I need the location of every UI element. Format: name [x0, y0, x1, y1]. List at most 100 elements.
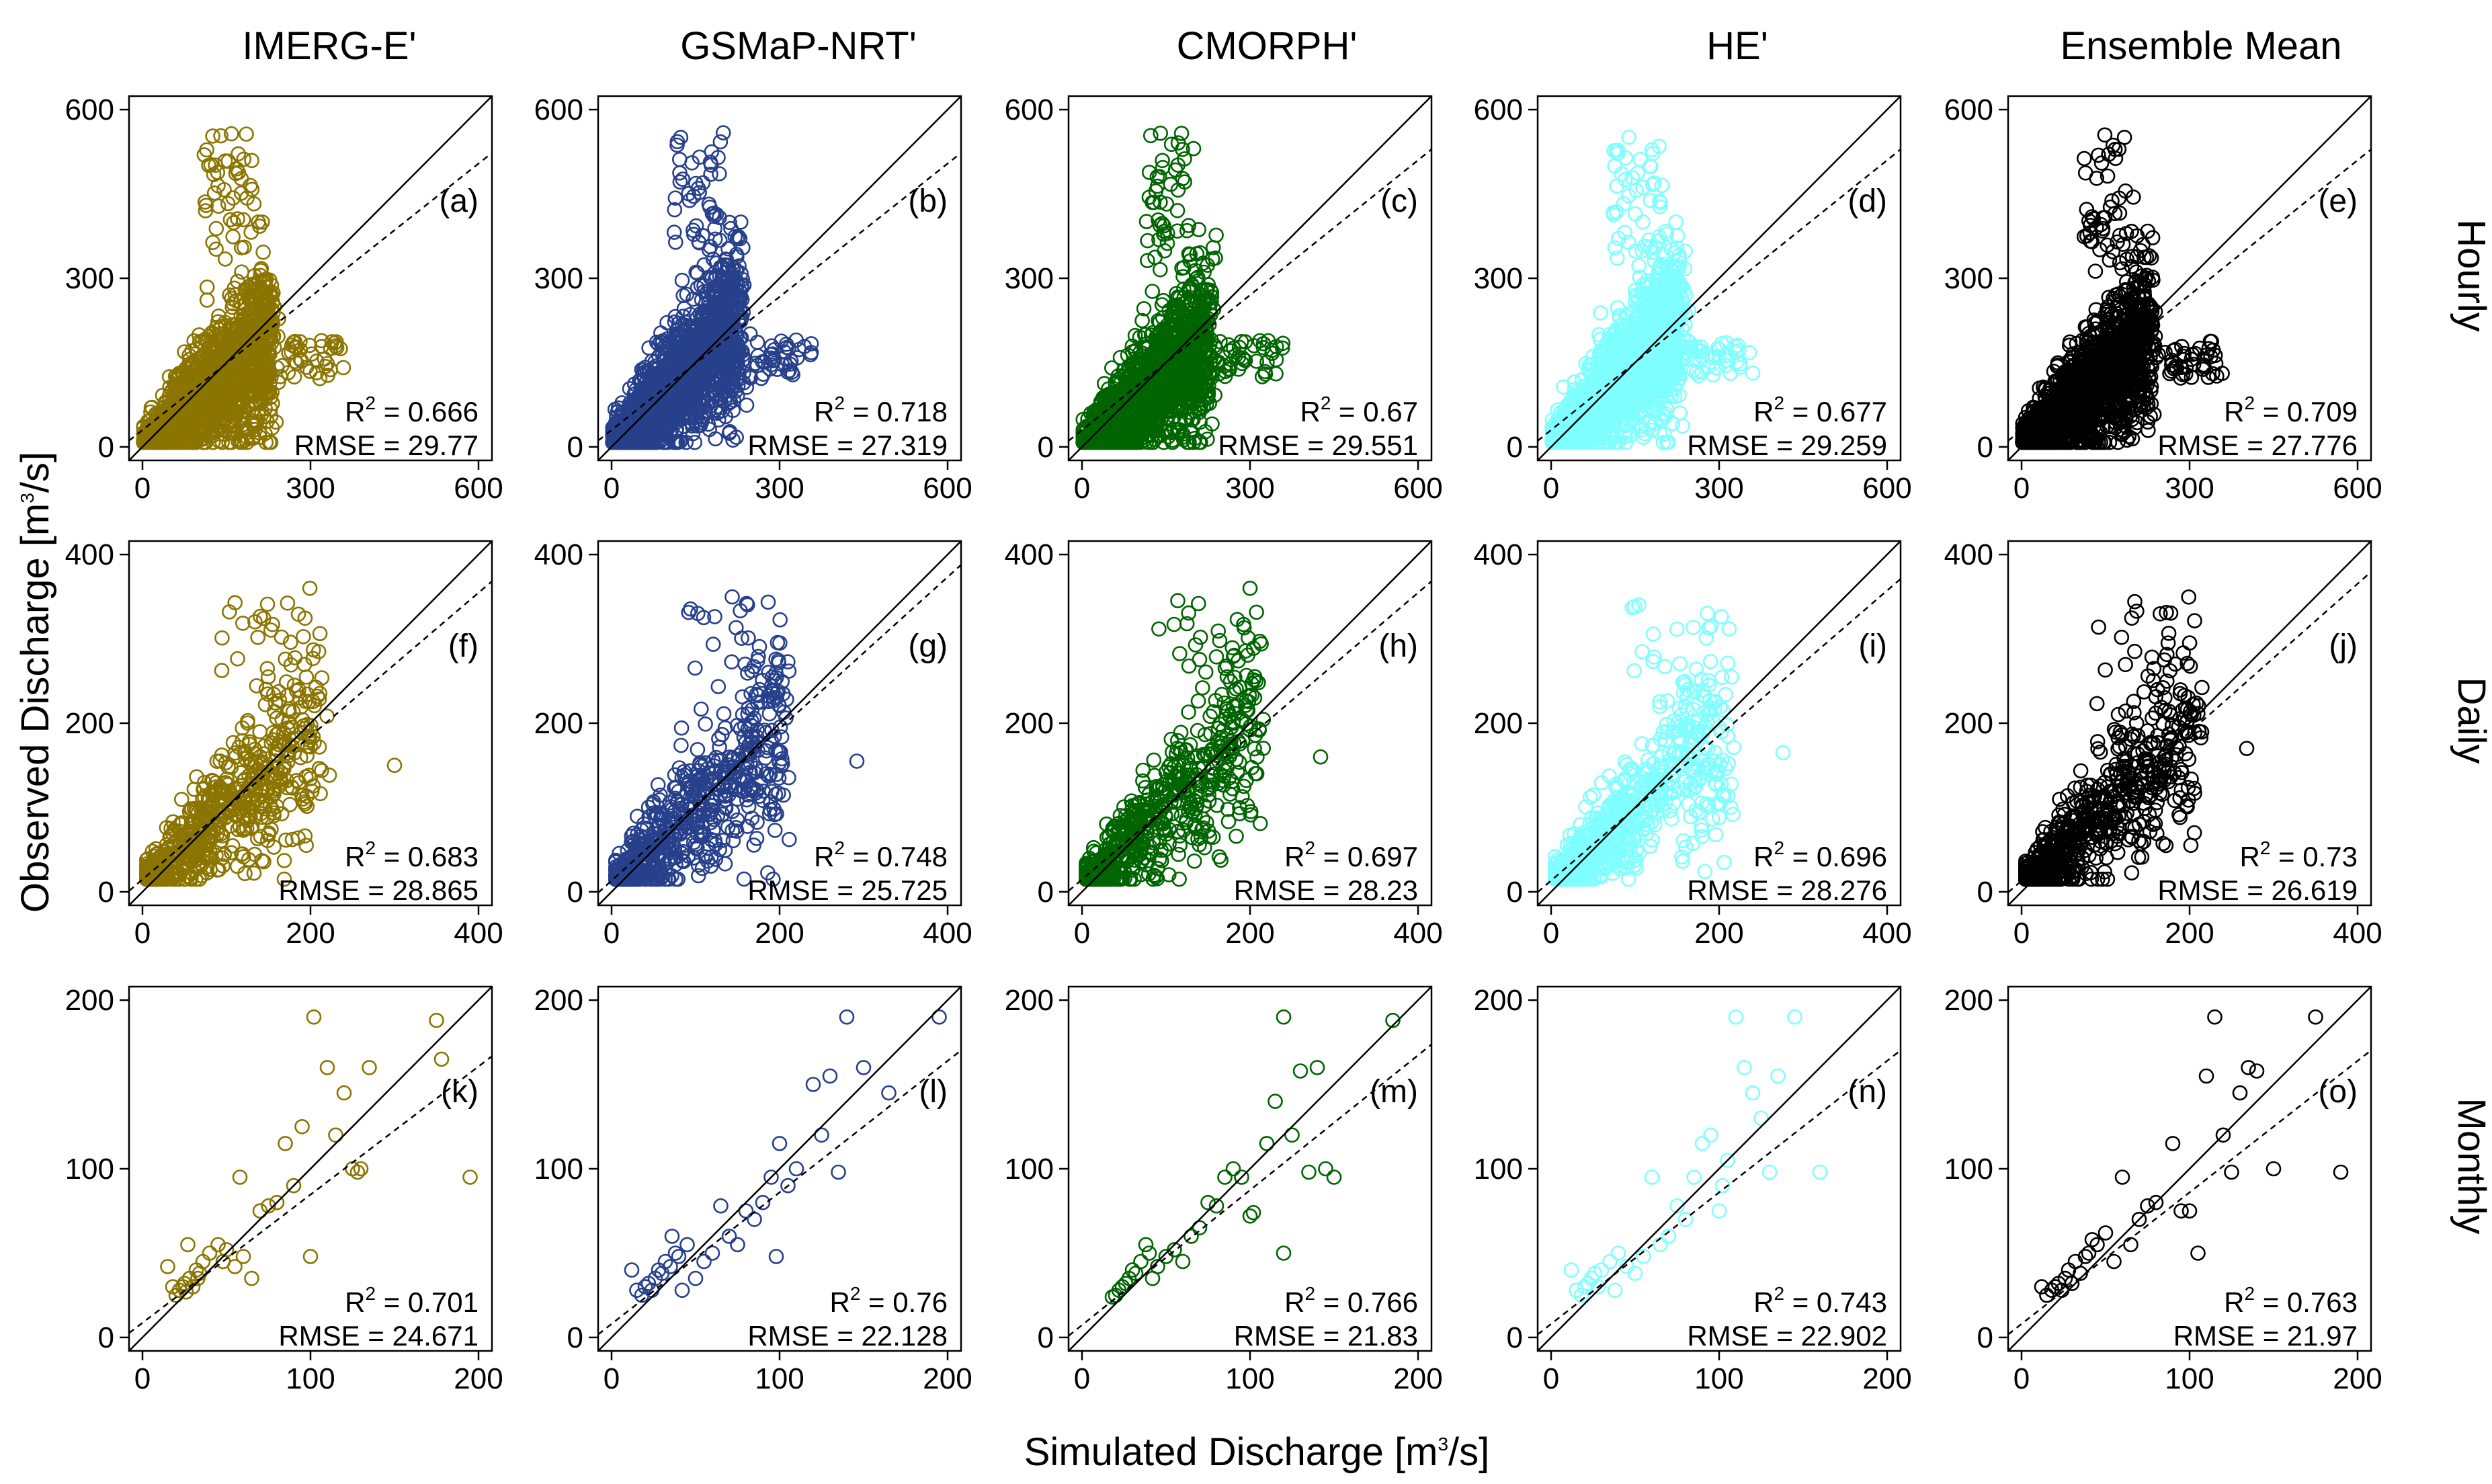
data-point	[692, 306, 708, 322]
data-point	[1149, 396, 1165, 412]
data-point	[690, 265, 705, 282]
data-point	[679, 350, 695, 366]
data-point	[254, 391, 270, 407]
data-point	[1237, 334, 1253, 349]
data-point	[690, 349, 706, 366]
data-point	[1149, 427, 1165, 444]
data-point	[289, 356, 305, 371]
data-point	[1173, 390, 1190, 406]
data-point	[252, 303, 267, 319]
data-point	[1108, 434, 1124, 450]
regression-line	[1069, 149, 1431, 442]
data-point	[1143, 128, 1159, 144]
data-point	[1145, 284, 1160, 299]
data-point	[1187, 336, 1202, 352]
data-point	[225, 229, 241, 245]
data-point	[223, 126, 239, 142]
data-point	[782, 356, 798, 372]
data-point	[712, 210, 727, 226]
r2-superscript: 2	[834, 393, 845, 413]
y-tick-label: 0	[98, 431, 114, 464]
data-point	[179, 372, 196, 387]
r2-value: = 0.718	[845, 396, 948, 427]
r2-value: = 0.666	[376, 396, 479, 427]
data-point	[199, 142, 214, 158]
data-point	[720, 319, 736, 334]
data-point	[197, 194, 213, 210]
data-point	[1163, 136, 1179, 152]
data-point	[1111, 405, 1127, 420]
data-point	[153, 403, 169, 419]
data-point	[1088, 434, 1104, 450]
data-point	[732, 231, 748, 247]
data-point	[171, 434, 188, 450]
data-point	[1169, 202, 1186, 218]
one-to-one-line	[598, 96, 961, 460]
data-point	[765, 346, 780, 362]
data-point	[711, 412, 726, 428]
data-point	[1268, 366, 1284, 382]
data-point	[720, 241, 736, 257]
data-point	[212, 399, 229, 415]
data-point	[1173, 391, 1188, 407]
data-point	[1194, 374, 1210, 390]
data-point	[264, 384, 280, 401]
rmse-label: RMSE = 27.319	[747, 429, 948, 461]
data-point	[234, 434, 250, 450]
data-point	[287, 333, 303, 349]
data-point	[1119, 410, 1135, 425]
data-point	[720, 352, 735, 368]
data-point	[720, 262, 735, 278]
data-point	[1147, 249, 1163, 265]
data-point	[254, 296, 270, 312]
data-point	[712, 134, 729, 150]
data-point	[1124, 431, 1139, 448]
panel-label: (c)	[1380, 183, 1418, 219]
x-tick-label: 0	[604, 472, 620, 505]
data-point	[1177, 151, 1192, 167]
data-point	[669, 137, 685, 153]
data-point	[1259, 354, 1275, 370]
data-point	[261, 434, 278, 450]
data-point	[1079, 420, 1095, 436]
data-point	[1191, 346, 1207, 362]
data-point	[1252, 333, 1268, 349]
data-point	[651, 432, 667, 448]
data-point	[713, 380, 729, 396]
data-point	[667, 235, 683, 250]
data-point	[667, 190, 683, 206]
data-point	[217, 315, 233, 331]
r2-label: R2 = 0.666	[345, 393, 479, 427]
data-point	[683, 337, 700, 353]
data-point	[667, 202, 683, 218]
data-point	[1120, 395, 1135, 411]
data-point	[1212, 333, 1228, 349]
data-point	[1175, 324, 1191, 340]
data-point	[681, 341, 696, 357]
data-point	[1151, 212, 1166, 228]
data-point	[1175, 269, 1191, 284]
data-point	[255, 244, 271, 260]
x-tick-label: 0	[1074, 472, 1090, 505]
data-point	[199, 292, 215, 308]
y-tick-label: 300	[65, 262, 114, 295]
data-point	[1631, 258, 1647, 274]
data-point	[739, 397, 755, 413]
panel-d-points	[1544, 129, 1761, 450]
data-point	[1095, 423, 1110, 440]
data-point	[177, 344, 192, 360]
data-point	[674, 272, 690, 288]
data-point	[235, 358, 251, 374]
data-point	[155, 387, 171, 403]
data-point	[620, 423, 636, 438]
data-point	[190, 370, 206, 386]
data-point	[1155, 391, 1170, 407]
data-point	[1136, 327, 1153, 343]
data-point	[201, 157, 216, 173]
data-point	[253, 359, 269, 374]
data-point	[1091, 431, 1108, 447]
